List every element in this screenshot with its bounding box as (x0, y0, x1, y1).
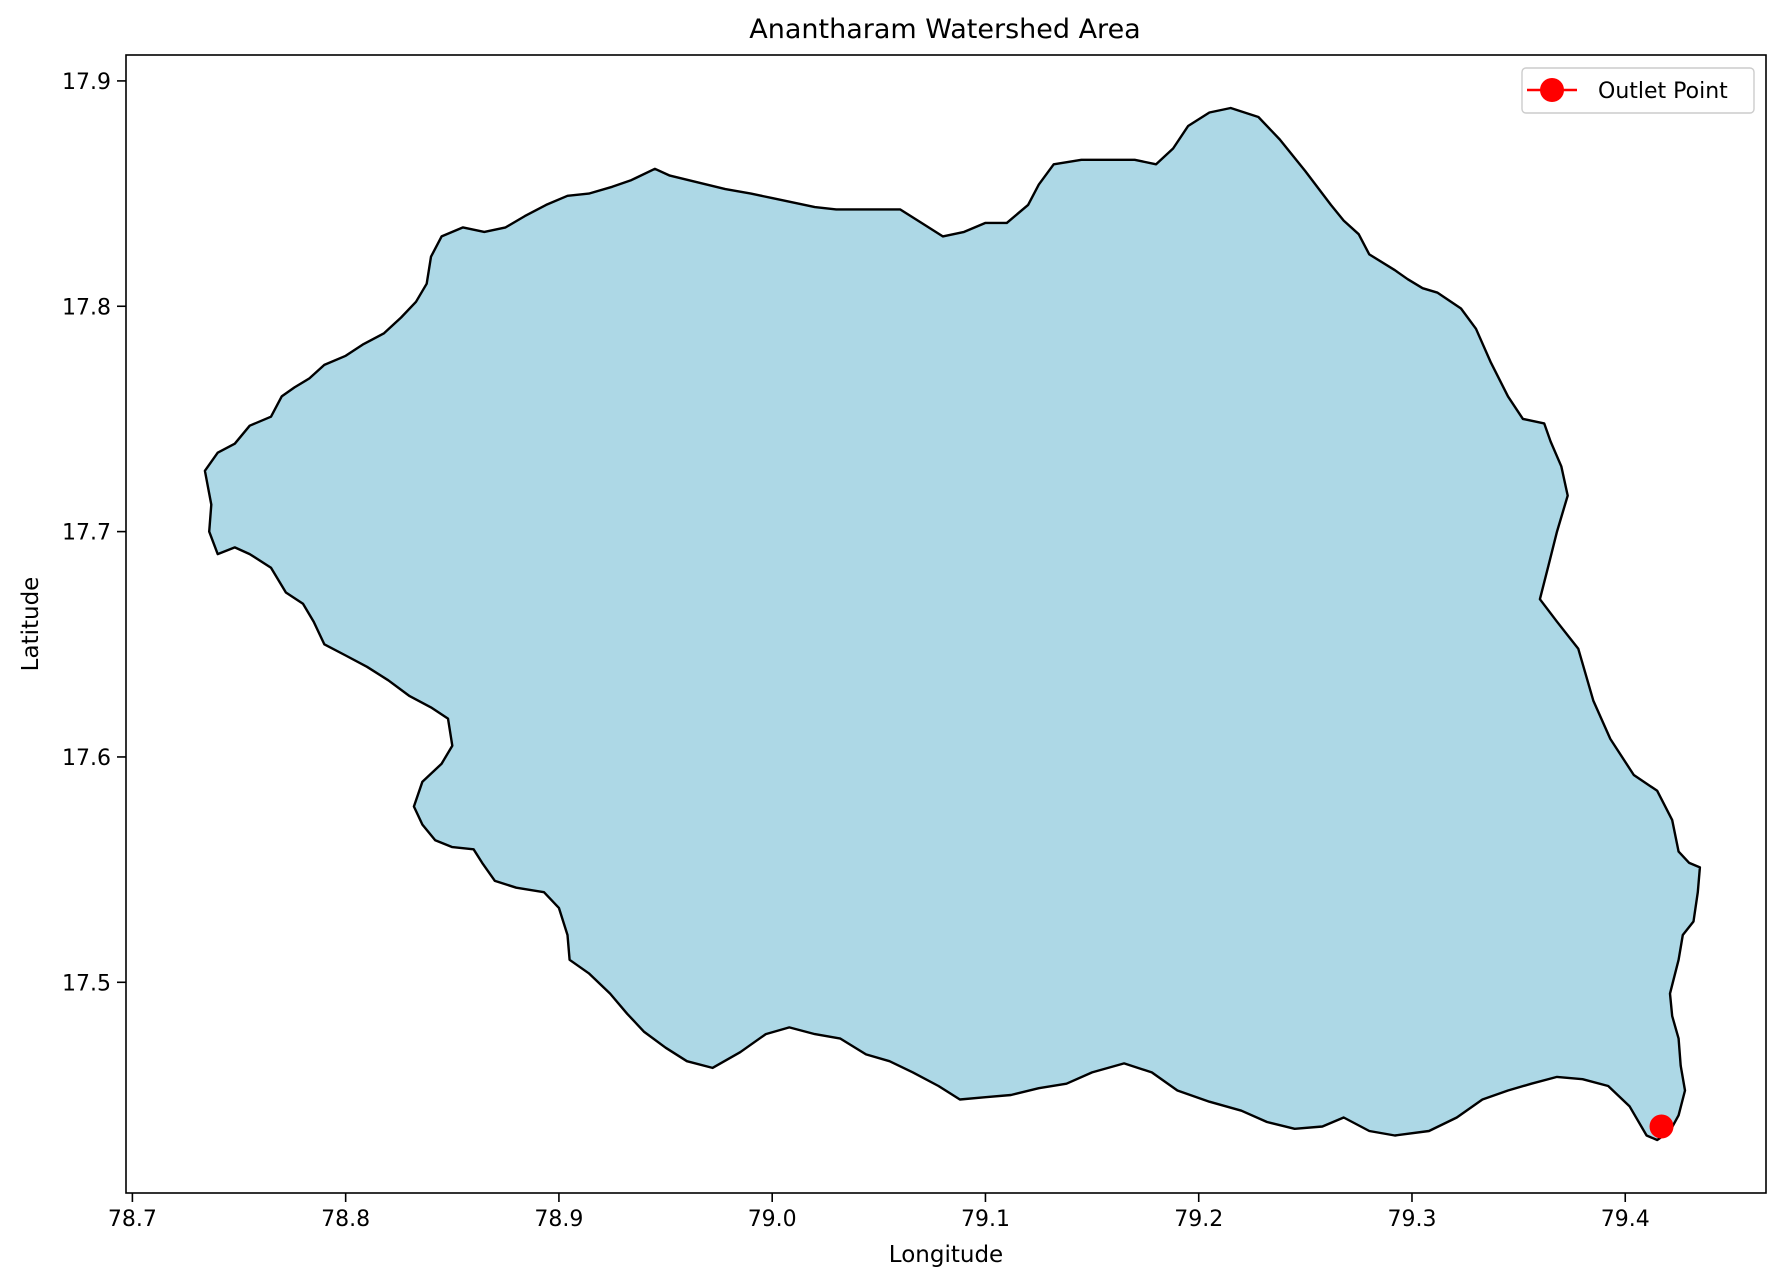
outlet-point-marker (1649, 1114, 1674, 1139)
x-tick-label: 79.4 (1601, 1207, 1650, 1232)
x-tick-label: 78.9 (534, 1207, 583, 1232)
y-tick-label: 17.5 (62, 971, 111, 996)
x-tick-label: 79.2 (1174, 1207, 1223, 1232)
axes-frame (125, 54, 1767, 1194)
x-tick-label: 78.8 (321, 1207, 370, 1232)
y-tick-label: 17.8 (62, 295, 111, 320)
y-tick-label: 17.6 (62, 746, 111, 771)
x-axis-label: Longitude (889, 1242, 1003, 1268)
x-axis-ticks: 78.7 78.8 78.9 79.0 79.1 79.2 79.3 79.4 (108, 1193, 1650, 1232)
x-tick-label: 79.0 (748, 1207, 797, 1232)
legend-marker-icon (1540, 78, 1564, 102)
y-tick-label: 17.7 (62, 521, 111, 546)
y-tick-label: 17.9 (62, 70, 111, 95)
x-tick-label: 79.1 (961, 1207, 1010, 1232)
watershed-boundary-polygon (203, 106, 1702, 1142)
x-tick-label: 79.3 (1387, 1207, 1436, 1232)
y-axis-ticks: 17.5 17.6 17.7 17.8 17.9 (62, 70, 126, 996)
legend: Outlet Point (1521, 67, 1755, 114)
x-tick-label: 78.7 (108, 1207, 157, 1232)
chart-title: Anantharam Watershed Area (749, 14, 1140, 45)
plot-area (125, 54, 1767, 1194)
legend-label-outlet-point: Outlet Point (1598, 79, 1728, 104)
y-axis-label: Latitude (18, 577, 44, 672)
legend-box (1521, 67, 1755, 114)
